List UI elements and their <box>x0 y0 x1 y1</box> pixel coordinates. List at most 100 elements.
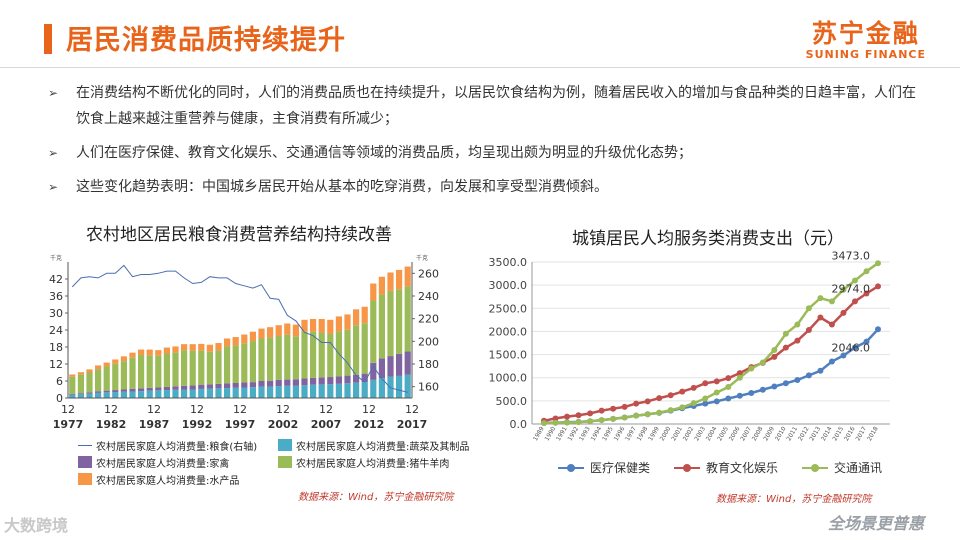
bar-segment <box>198 343 205 351</box>
bar-segment <box>138 349 145 355</box>
bar-segment <box>284 379 291 386</box>
data-point <box>702 400 709 407</box>
data-point <box>748 389 755 396</box>
bar-segment <box>387 290 394 357</box>
y-tick-label: 2500.0 <box>489 302 528 315</box>
data-point <box>794 337 801 344</box>
data-point <box>736 374 743 381</box>
watermark-right: 全场景更普惠 <box>827 514 924 533</box>
bar-segment <box>327 333 334 378</box>
chart2-legend: 医疗保健类 教育文化娱乐 交通通讯 <box>558 459 906 476</box>
bar-segment <box>69 394 76 398</box>
bullet-item: ➢ 人们在医疗保健、教育文化娱乐、交通通信等领域的消费品质，均呈现出颇为明显的升… <box>48 140 928 166</box>
bar-segment <box>284 323 291 335</box>
bar-segment <box>129 357 136 389</box>
y-tick-label: 3500.0 <box>489 256 528 269</box>
grain-line <box>71 264 408 393</box>
data-point <box>713 398 720 405</box>
bar-segment <box>301 319 308 332</box>
data-point <box>702 380 709 387</box>
data-point <box>667 392 674 399</box>
x-tick-year-label: 2012 <box>354 418 385 431</box>
x-tick-month-label: 12 <box>362 403 376 416</box>
left-axis-tick-label: 12 <box>49 358 63 371</box>
data-point <box>621 403 628 410</box>
bar-segment <box>284 334 291 380</box>
data-point <box>564 413 571 420</box>
data-point <box>863 268 870 275</box>
bar-segment <box>103 362 110 367</box>
bar-segment <box>181 344 188 351</box>
bar-segment <box>267 327 274 338</box>
bar-segment <box>310 384 317 398</box>
data-point <box>610 405 617 412</box>
bar-segment <box>318 318 325 333</box>
bar-segment <box>387 356 394 377</box>
data-point <box>598 417 605 424</box>
bar-segment <box>172 346 179 353</box>
bar-segment <box>396 353 403 376</box>
bullet-item: ➢ 这些变化趋势表明：中国城乡居民开始从基本的吃穿消费，向发展和享受型消费倾斜。 <box>48 174 928 200</box>
bar-segment <box>378 378 385 398</box>
data-point <box>736 370 743 377</box>
y-tick-label: 3000.0 <box>489 279 528 292</box>
bar-segment <box>155 390 162 398</box>
data-point <box>840 309 847 316</box>
x-tick-year-label: 1997 <box>225 418 256 431</box>
bar-segment <box>215 343 222 351</box>
bar-segment <box>258 328 265 339</box>
bar-segment <box>95 365 102 370</box>
data-point <box>690 400 697 407</box>
data-point <box>725 375 732 382</box>
bar-segment <box>344 383 351 398</box>
data-label: 3473.0 <box>832 250 871 262</box>
data-point <box>875 260 881 267</box>
legend-item-transport: 交通通讯 <box>802 459 882 476</box>
bar-segment <box>86 369 93 373</box>
bar-segment <box>310 318 317 332</box>
legend-item-medical: 医疗保健类 <box>558 459 650 476</box>
x-tick-year-label: 1987 <box>139 418 170 431</box>
bar-segment <box>404 286 411 352</box>
bar-segment <box>249 387 256 398</box>
x-tick-month-label: 12 <box>190 403 204 416</box>
bar-segment <box>232 387 239 398</box>
bar-segment <box>275 379 282 387</box>
data-point <box>621 414 628 421</box>
x-tick-month-label: 12 <box>233 403 247 416</box>
bar-segment <box>378 358 385 379</box>
bar-segment <box>172 352 179 387</box>
bar-segment <box>163 390 170 398</box>
bar-segment <box>267 386 274 398</box>
bar-segment <box>404 266 411 287</box>
bar-segment <box>181 350 188 386</box>
bar-segment <box>129 391 136 398</box>
bar-segment <box>198 350 205 385</box>
bar-segment <box>103 366 110 391</box>
bar-segment <box>335 383 342 398</box>
data-point <box>667 407 674 414</box>
data-point <box>564 419 571 426</box>
bar-segment <box>146 387 153 391</box>
bar-segment <box>103 392 110 398</box>
bar-segment <box>318 377 325 385</box>
bar-segment <box>292 324 299 337</box>
logo-cn: 苏宁金融 <box>811 19 920 48</box>
series-line <box>543 328 879 425</box>
bar-segment <box>310 377 317 385</box>
bar-segment <box>181 385 188 390</box>
bar-segment <box>301 378 308 386</box>
legend-marker <box>802 463 829 473</box>
legend-item-education: 教育文化娱乐 <box>674 459 778 476</box>
data-point <box>713 378 720 385</box>
data-point <box>817 314 824 321</box>
bar-segment <box>335 376 342 384</box>
bar-segment <box>120 361 127 390</box>
bar-segment <box>292 379 299 386</box>
bar-segment <box>215 388 222 398</box>
bar-segment <box>232 345 239 383</box>
bar-segment <box>396 289 403 354</box>
x-tick-month-label: 12 <box>147 403 161 416</box>
legend-line-swatch <box>78 444 92 446</box>
title-accent-bar <box>44 24 52 54</box>
